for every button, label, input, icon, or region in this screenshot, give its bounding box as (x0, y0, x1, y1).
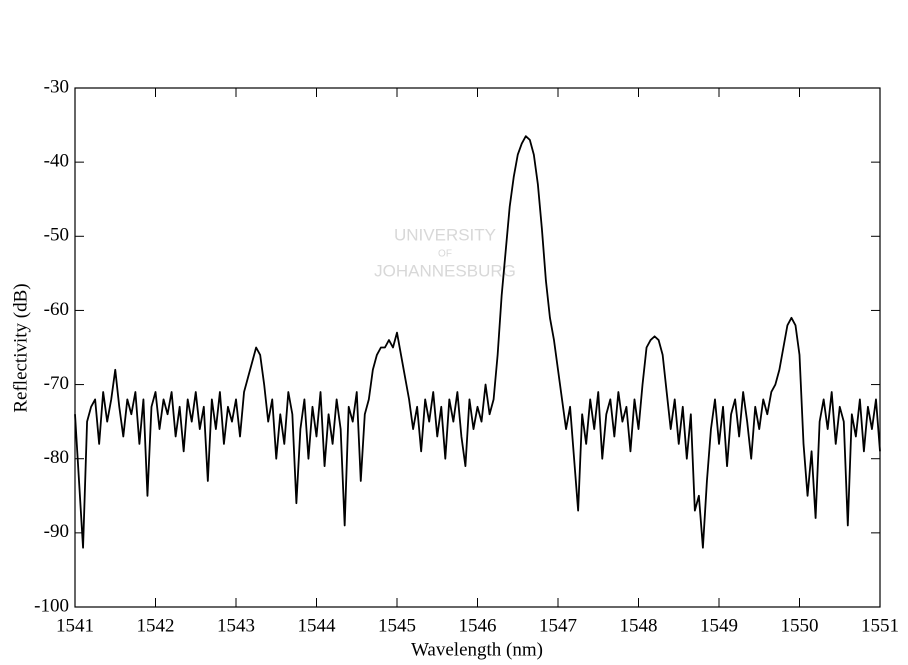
x-tick-label: 1550 (781, 615, 819, 636)
watermark: UNIVERSITY OF JOHANNESBURG (374, 225, 516, 280)
x-tick-label: 1546 (459, 615, 497, 636)
y-tick-label: -60 (44, 299, 69, 320)
x-tick-label: 1548 (620, 615, 658, 636)
y-axis-label: Reflectivity (dB) (10, 283, 31, 412)
x-axis-label: Wavelength (nm) (411, 639, 543, 660)
y-tick-label: -100 (34, 595, 69, 616)
x-tick-label: 1545 (378, 615, 416, 636)
y-tick-label: -50 (44, 225, 69, 246)
x-tick-label: 1547 (539, 615, 577, 636)
watermark-text: OF (438, 249, 452, 260)
x-tick-label: 1543 (217, 615, 255, 636)
watermark-text: UNIVERSITY (394, 225, 496, 244)
x-tick-label: 1544 (298, 615, 337, 636)
x-tick-label: 1542 (137, 615, 175, 636)
y-tick-label: -80 (44, 447, 69, 468)
y-tick-label: -40 (44, 151, 69, 172)
plot-frame (74, 87, 881, 608)
watermark-text: JOHANNESBURG (374, 261, 516, 280)
x-tick-label: 1551 (861, 615, 899, 636)
y-tick-label: -90 (44, 521, 69, 542)
y-tick-label: -30 (44, 76, 69, 97)
x-tick-label: 1541 (56, 615, 94, 636)
x-tick-label: 1549 (700, 615, 738, 636)
y-tick-label: -70 (44, 373, 69, 394)
spectrum-line (74, 135, 881, 549)
